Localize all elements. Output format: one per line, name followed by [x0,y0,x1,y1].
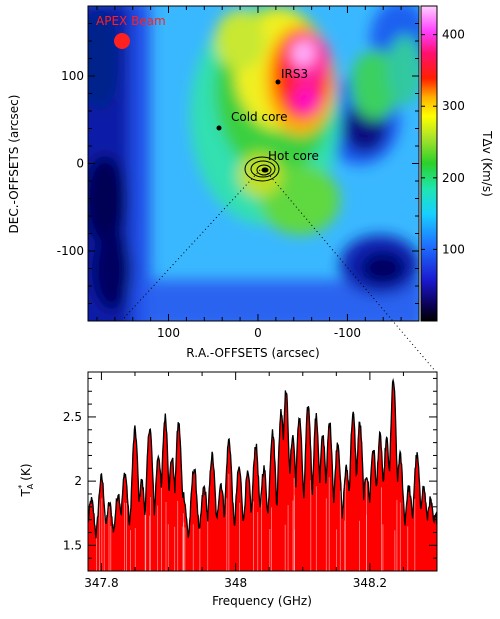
spectrum-y-tick-label: 2 [74,474,82,488]
spectrum-ticks [88,372,437,571]
colorbar-tick-label: 200 [442,171,465,185]
beam-label: APEX Beam [96,14,166,28]
colorbar [420,5,438,322]
spectrum-y-axis-label: TA*(K) [17,463,35,497]
irs3-marker [275,79,281,85]
colorbar-label: TΔv (Km/s) [480,130,494,197]
spectrum-x-tick-label: 348.2 [353,576,387,590]
map-x-tick-label: -100 [334,326,361,340]
map-x-tick-label: 100 [157,326,180,340]
hot-core-label: Hot core [268,149,319,163]
spectrum-y-tick-labels: 1.5 2 2.5 [63,410,82,552]
cold-core-label: Cold core [231,110,287,124]
map-y-tick-label: 0 [76,157,84,171]
spectrum-x-tick-labels: 347.8 348 348.2 [84,576,387,590]
spectrum-x-tick-label: 347.8 [84,576,118,590]
irs3-label: IRS3 [281,67,308,81]
map-x-tick-labels: 100 0 -100 [157,326,361,340]
spectrum-x-axis-label: Frequency (GHz) [212,594,312,608]
spectrum-y-tick-label: 1.5 [63,538,82,552]
apex-beam-marker [114,33,130,49]
spectrum-line [88,377,437,539]
colorbar-tick-label: 300 [442,99,465,113]
map-y-axis-label: DEC.-OFFSETS (arcsec) [7,95,21,234]
spectrum-y-tick-label: 2.5 [63,410,82,424]
cold-core-marker [216,125,222,131]
intensity-map: APEX Beam IRS3 Cold core Hot core 100 0 -1… [7,5,494,360]
spectrum-x-tick-label: 348 [224,576,247,590]
colorbar-ticks: 100 200 300 400 [421,28,465,256]
map-y-tick-labels: 100 0 -100 [57,69,84,258]
colorbar-tick-label: 100 [442,242,465,256]
zoom-indicator [123,169,437,373]
spectrum-channel-gaps [88,473,416,571]
svg-text:TA*(K): TA*(K) [17,463,35,497]
map-ticks [88,5,420,322]
map-y-tick-label: 100 [61,69,84,83]
spectrum-plot: 347.8 348 348.2 1.5 2 2.5 Frequency (GHz) TA… [17,371,438,608]
colorbar-tick-label: 400 [442,28,465,42]
map-x-axis-label: R.A.-OFFSETS (arcsec) [186,346,319,360]
map-y-tick-label: -100 [57,244,84,258]
map-x-tick-label: 0 [254,326,262,340]
